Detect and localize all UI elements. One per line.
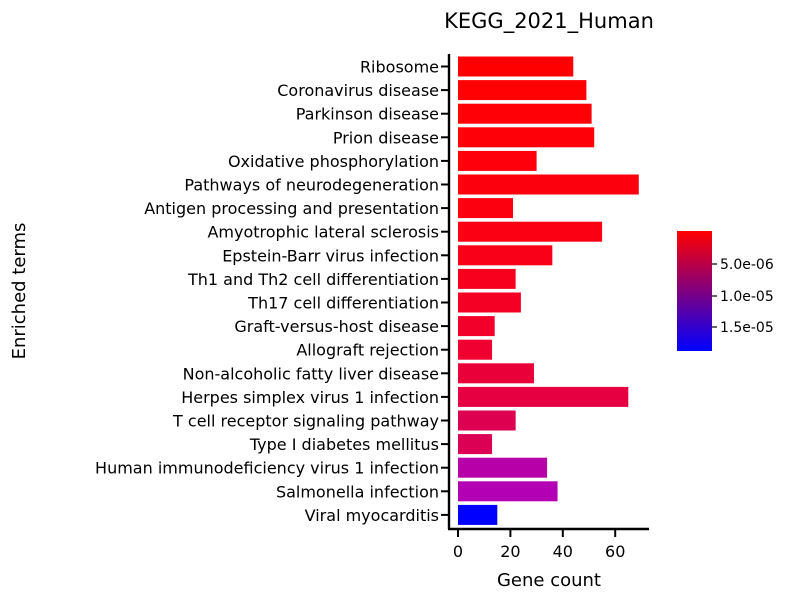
bar xyxy=(458,80,587,101)
y-tick-label: Salmonella infection xyxy=(276,482,439,501)
x-tick-label: 40 xyxy=(553,542,573,561)
bar xyxy=(458,198,514,219)
y-tick-label: Graft-versus-host disease xyxy=(234,317,439,336)
bar xyxy=(458,56,574,77)
colorbar-ticks: 5.0e-06 1.0e-05 1.5e-05 xyxy=(712,257,774,336)
y-tick-labels: Ribosome Coronavirus disease Parkinson dis… xyxy=(95,58,439,525)
y-tick-label: Herpes simplex virus 1 infection xyxy=(181,388,439,407)
y-tick-label: Parkinson disease xyxy=(296,105,439,124)
bar xyxy=(458,150,537,171)
y-tick-label: Oxidative phosphorylation xyxy=(228,152,439,171)
colorbar-tick-label: 1.0e-05 xyxy=(720,289,774,305)
bar xyxy=(458,316,495,337)
y-tick-label: Non-alcoholic fatty liver disease xyxy=(183,364,439,383)
bar xyxy=(458,174,639,195)
bar xyxy=(458,292,521,313)
bar xyxy=(458,457,548,478)
y-tick-label: Human immunodeficiency virus 1 infection xyxy=(95,459,439,478)
bar xyxy=(458,504,498,525)
y-axis-label: Enriched terms xyxy=(9,223,30,360)
y-ticks xyxy=(441,65,449,516)
y-tick-label: Antigen processing and presentation xyxy=(144,199,439,218)
y-tick-label: Th1 and Th2 cell differentiation xyxy=(187,270,439,289)
y-tick-label: Epstein-Barr virus infection xyxy=(222,246,439,265)
y-tick-label: Coronavirus disease xyxy=(277,81,439,100)
y-tick-label: Ribosome xyxy=(360,58,439,77)
bar xyxy=(458,363,534,384)
bar xyxy=(458,245,553,266)
colorbar-tick-label: 5.0e-06 xyxy=(720,257,774,273)
x-tick-label: 0 xyxy=(453,542,463,561)
y-tick-label: Viral myocarditis xyxy=(305,506,439,525)
y-tick-label: Allograft rejection xyxy=(296,341,439,360)
bar xyxy=(458,386,629,407)
y-tick-label: Prion disease xyxy=(333,128,439,147)
y-tick-label: Th17 cell differentiation xyxy=(247,294,439,313)
y-tick-label: Pathways of neurodegeneration xyxy=(184,176,439,195)
x-ticks: 0 20 40 60 xyxy=(453,529,625,561)
chart-title: KEGG_2021_Human xyxy=(444,9,654,34)
bars-group xyxy=(458,56,639,525)
bar xyxy=(458,103,592,124)
colorbar xyxy=(677,231,712,351)
bar xyxy=(458,481,558,502)
bar xyxy=(458,221,603,242)
x-tick-label: 60 xyxy=(605,542,625,561)
bar xyxy=(458,410,516,431)
colorbar-tick-label: 1.5e-05 xyxy=(720,320,774,336)
x-axis-label: Gene count xyxy=(497,570,601,591)
bar xyxy=(458,434,493,455)
bar xyxy=(458,339,493,360)
bar xyxy=(458,268,516,289)
y-tick-label: T cell receptor signaling pathway xyxy=(172,412,439,431)
y-tick-label: Amyotrophic lateral sclerosis xyxy=(207,223,439,242)
y-tick-label: Type I diabetes mellitus xyxy=(249,435,439,454)
x-tick-label: 20 xyxy=(500,542,520,561)
bar xyxy=(458,127,595,148)
